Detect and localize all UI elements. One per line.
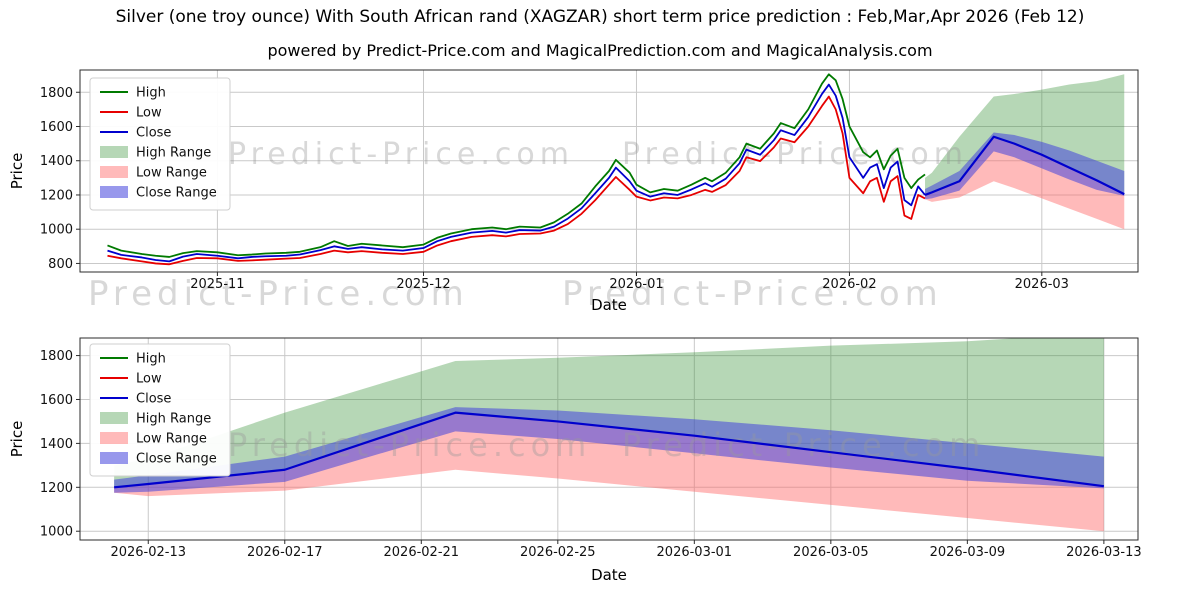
x-axis: 2025-11 2025-12 2026-01 2026-02 2026-03 xyxy=(190,272,1069,292)
prediction-zoom-chart: Predict-Price.com Predict-Price.com 2026-0… xyxy=(0,328,1200,600)
legend-label: Close Range xyxy=(136,452,217,467)
legend-label: Low Range xyxy=(136,166,207,181)
page-title: Silver (one troy ounce) With South Afric… xyxy=(115,7,1085,27)
legend-label: Close Range xyxy=(136,186,217,201)
x-tick-label: 2026-02-17 xyxy=(247,545,323,560)
x-tick-label: 2026-03-01 xyxy=(657,545,733,560)
plot-border xyxy=(79,69,1139,273)
watermarks: Predict-Price.com Predict-Price.com xyxy=(228,426,985,464)
legend-label: High Range xyxy=(136,146,211,161)
x-tick-label: 2025-11 xyxy=(190,277,244,292)
low-series-line xyxy=(107,95,926,266)
y-tick-label: 1600 xyxy=(40,120,73,135)
x-tick-label: 2026-03-13 xyxy=(1066,545,1142,560)
close-series-line xyxy=(107,83,926,263)
watermark-text: Predict-Price.com xyxy=(228,137,574,172)
watermark-text: Predict-Price.com xyxy=(622,137,968,172)
legend-label: Close xyxy=(136,392,171,407)
close-range-band xyxy=(114,407,1104,493)
watermark-text: Predict-Price.com xyxy=(88,274,469,314)
y-tick-label: 1000 xyxy=(40,525,73,540)
legend-band-swatch xyxy=(100,166,128,178)
y-axis: 1000 1200 1400 1600 1800 xyxy=(40,349,80,540)
y-tick-label: 1200 xyxy=(40,188,73,203)
watermark-text: Predict-Price.com xyxy=(228,426,591,464)
x-tick-label: 2026-02-25 xyxy=(520,545,596,560)
close-prediction-line xyxy=(924,135,1125,196)
x-tick-label: 2025-12 xyxy=(396,277,450,292)
legend-band-swatch xyxy=(100,412,128,424)
watermarks: Predict-Price.com Predict-Price.com Predic… xyxy=(88,137,968,314)
y-tick-label: 1400 xyxy=(40,437,73,452)
x-tick-label: 2026-03-05 xyxy=(793,545,869,560)
legend-label: Low Range xyxy=(136,432,207,447)
y-tick-label: 1800 xyxy=(40,349,73,364)
legend: High Low Close High Range Low Range Close Ran… xyxy=(89,77,231,211)
x-tick-label: 2026-03 xyxy=(1015,277,1069,292)
y-tick-label: 1000 xyxy=(40,223,73,238)
legend-label: High xyxy=(136,352,166,367)
close-range-band xyxy=(925,132,1125,200)
x-axis: 2026-02-13 2026-02-17 2026-02-21 2026-02-25… xyxy=(110,540,1142,560)
y-axis: 800 1000 1200 1400 1600 1800 xyxy=(40,86,80,272)
low-range-band xyxy=(114,412,1104,532)
x-tick-label: 2026-01 xyxy=(609,277,663,292)
low-range-band xyxy=(925,136,1125,230)
legend-label: Close xyxy=(136,126,171,141)
x-axis-label: Date xyxy=(591,566,627,584)
legend-band-swatch xyxy=(100,452,128,464)
plot-border xyxy=(79,337,1139,541)
x-tick-label: 2026-02-21 xyxy=(384,545,460,560)
price-history-chart: Predict-Price.com Predict-Price.com Predic… xyxy=(0,62,1200,328)
x-tick-label: 2026-02 xyxy=(822,277,876,292)
y-axis-label: Price xyxy=(8,421,26,458)
legend-label: High xyxy=(136,86,166,101)
x-axis-label: Date xyxy=(591,296,627,314)
legend-band-swatch xyxy=(100,146,128,158)
watermark-text: Predict-Price.com xyxy=(562,274,943,314)
y-tick-label: 1800 xyxy=(40,86,73,101)
y-tick-label: 1600 xyxy=(40,393,73,408)
gridlines xyxy=(80,338,1138,540)
legend-band-swatch xyxy=(100,186,128,198)
high-series-line xyxy=(107,73,926,258)
legend-label: Low xyxy=(136,106,162,121)
x-tick-label: 2026-02-13 xyxy=(110,545,186,560)
legend-label: Low xyxy=(136,372,162,387)
watermark-text: Predict-Price.com xyxy=(622,426,985,464)
close-prediction-line xyxy=(114,411,1105,489)
page-subtitle: powered by Predict-Price.com and Magical… xyxy=(267,41,933,60)
legend: High Low Close High Range Low Range Close Ran… xyxy=(89,343,231,477)
y-tick-label: 1400 xyxy=(40,154,73,169)
y-axis-label: Price xyxy=(8,153,26,190)
x-tick-label: 2026-03-09 xyxy=(930,545,1006,560)
y-tick-label: 1200 xyxy=(40,481,73,496)
gridlines xyxy=(80,70,1138,272)
legend-band-swatch xyxy=(100,432,128,444)
legend-label: High Range xyxy=(136,412,211,427)
y-tick-label: 800 xyxy=(48,257,73,272)
